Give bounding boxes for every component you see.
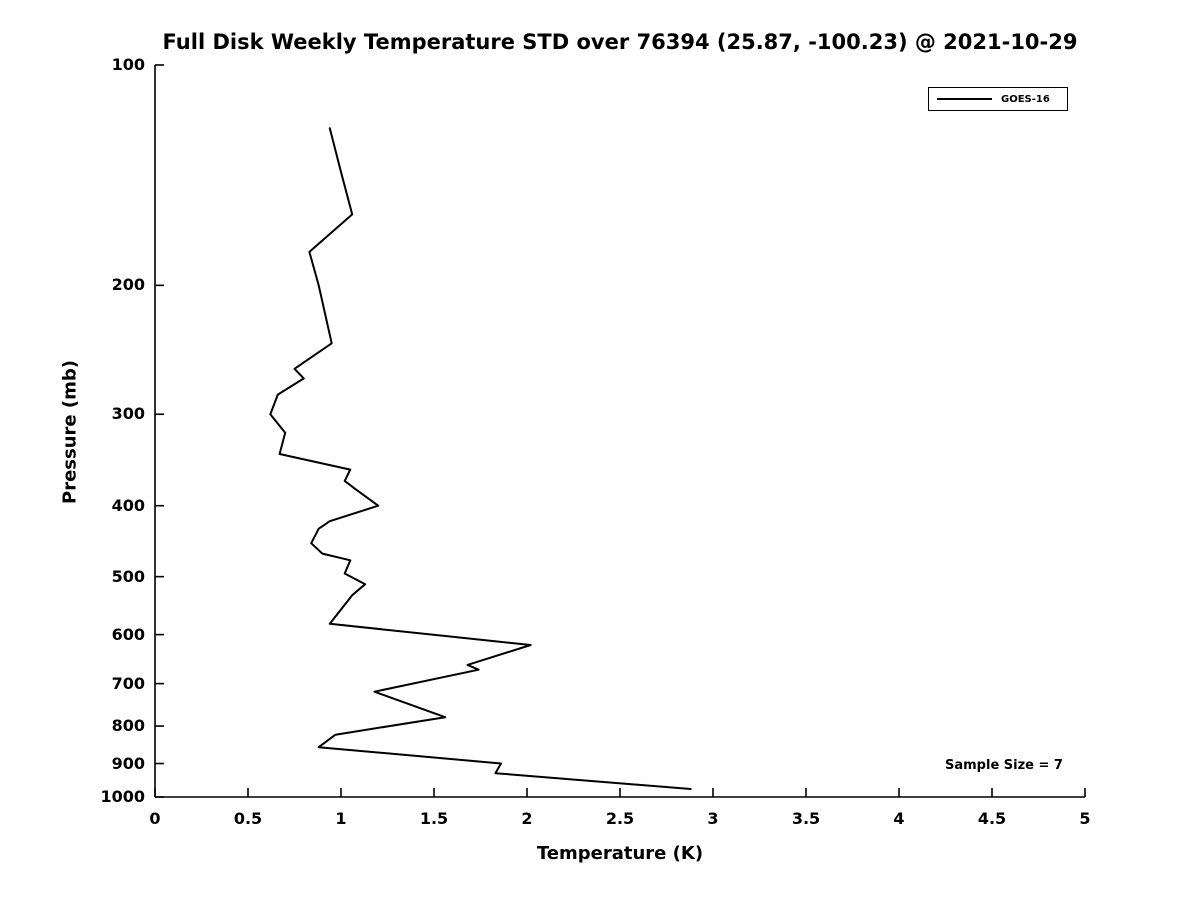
y-tick-label: 200 [111,275,145,295]
chart-title: Full Disk Weekly Temperature STD over 76… [162,30,1078,54]
x-tick-label: 1 [335,809,347,828]
sample-size-annotation: Sample Size = 7 [945,758,1063,773]
y-tick-label: 300 [111,404,145,424]
y-tick-label: 1000 [100,787,145,806]
x-tick-label: 5 [1079,809,1091,828]
y-tick-label: 900 [111,753,145,773]
legend-label: GOES-16 [1001,93,1050,105]
y-tick-label: 700 [111,673,145,693]
x-tick-label: 1.5 [419,809,449,828]
y-tick-label: 600 [111,624,145,644]
legend-line-swatch [937,98,992,100]
data-line-goes-16 [269,127,692,790]
x-tick-label: 2.5 [605,809,635,828]
y-tick-label: 500 [111,566,145,586]
y-axis-label: Pressure (mb) [59,360,81,504]
x-tick-label: 0.5 [233,809,263,828]
x-tick-label: 3 [707,809,719,828]
legend: GOES-16 [928,87,1068,111]
y-tick-label: 100 [111,55,145,74]
x-axis-label: Temperature (K) [536,843,704,864]
x-tick-label: 3.5 [791,809,821,828]
x-tick-label: 4.5 [977,809,1007,828]
y-tick-label: 400 [111,495,145,515]
y-tick-label: 800 [111,716,145,736]
x-tick-label: 2 [521,809,533,828]
x-tick-label: 0 [149,809,161,828]
x-tick-label: 4 [893,809,905,828]
